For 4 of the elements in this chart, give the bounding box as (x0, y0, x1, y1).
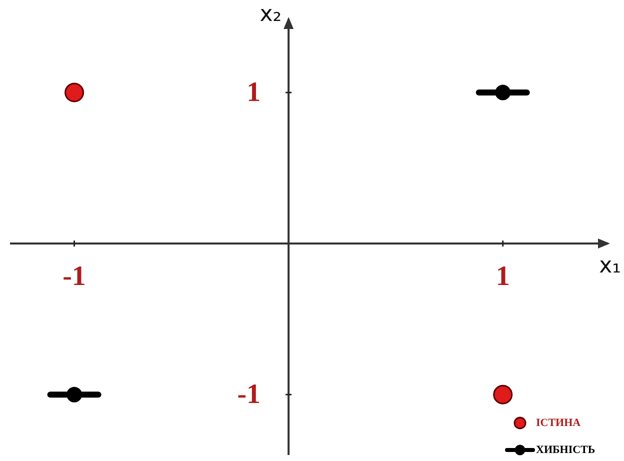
legend-label: ХИБНІСТЬ (536, 444, 596, 456)
x-axis-title: x₁ (599, 253, 621, 278)
legend-label: ІСТИНА (536, 417, 581, 429)
y-axis-title: x₂ (260, 2, 282, 26)
